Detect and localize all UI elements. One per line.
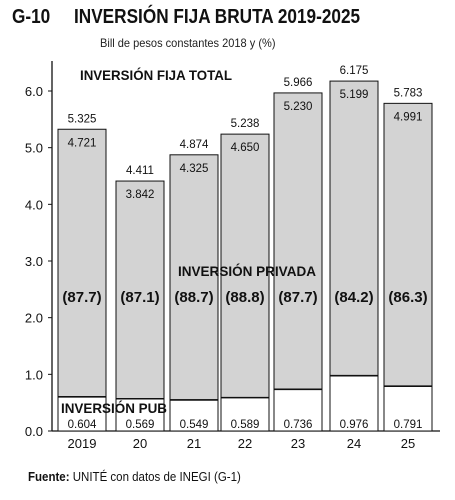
source-label: Fuente: (28, 470, 70, 484)
source-text: UNITÉ con datos de INEGI (G-1) (72, 470, 241, 484)
y-tick-label: 4.0 (25, 197, 43, 212)
total-value-label: 4.874 (180, 139, 209, 151)
private-value-label: 4.721 (68, 137, 97, 149)
x-category-label: 2019 (68, 436, 97, 451)
public-series-label: INVERSIÓN PUB (61, 399, 167, 416)
stacked-bar-chart: 0.0 1.0 2.0 3.0 4.0 5.0 6.0 5.325 4.721 (87.7) 0.6… (25, 61, 440, 451)
y-tick-label: 1.0 (25, 367, 43, 382)
total-value-label: 5.238 (231, 118, 260, 130)
private-share-label: (86.3) (388, 289, 427, 306)
private-series-label: INVERSIÓN PRIVADA (178, 262, 316, 279)
bar-public (115, 398, 165, 432)
total-value-label: 5.783 (394, 87, 423, 99)
bar-private (57, 128, 107, 398)
private-share-label: (87.1) (120, 289, 159, 306)
total-series-label: INVERSIÓN FIJA TOTAL (80, 66, 232, 83)
private-share-label: (87.7) (278, 289, 317, 306)
total-value-label: 5.325 (68, 113, 97, 125)
y-tick-label: 6.0 (25, 84, 43, 99)
bar-private (169, 154, 219, 401)
private-value-label: 4.325 (180, 163, 209, 175)
chart-subtitle: Bill de pesos constantes 2018 y (%) (100, 36, 276, 50)
x-category-label: 21 (187, 436, 201, 451)
private-value-label: 3.842 (126, 189, 155, 201)
total-value-label: 6.175 (340, 65, 369, 77)
x-category-label: 23 (291, 436, 305, 451)
x-category-label: 22 (238, 436, 252, 451)
x-category-label: 25 (401, 436, 415, 451)
bar-public (169, 399, 219, 432)
title-row: G-10 INVERSIÓN FIJA BRUTA 2019-2025 (12, 6, 452, 29)
bar-public (383, 385, 433, 432)
bar-private (329, 80, 379, 377)
y-tick-label: 3.0 (25, 254, 43, 269)
private-share-label: (84.2) (334, 289, 373, 306)
y-tick-label: 5.0 (25, 141, 43, 156)
public-value-label: 0.976 (340, 419, 369, 431)
bar-public (220, 397, 270, 432)
bar-public (329, 375, 379, 432)
bar-public (273, 388, 323, 432)
public-value-label: 0.549 (180, 419, 209, 431)
chart-title: INVERSIÓN FIJA BRUTA 2019-2025 (74, 6, 361, 28)
public-value-label: 0.569 (126, 419, 155, 431)
private-value-label: 4.991 (394, 111, 423, 123)
private-value-label: 5.230 (284, 101, 313, 113)
public-value-label: 0.604 (68, 419, 97, 431)
private-share-label: (88.8) (225, 289, 264, 306)
chart-code: G-10 (12, 6, 51, 28)
source-note: Fuente: UNITÉ con datos de INEGI (G-1) (28, 470, 241, 484)
total-value-label: 4.411 (126, 165, 154, 177)
bar-private (273, 92, 323, 390)
x-category-label: 24 (347, 436, 361, 451)
private-share-label: (87.7) (62, 289, 101, 306)
y-tick-label: 2.0 (25, 311, 43, 326)
x-category-label: 20 (133, 436, 147, 451)
public-value-label: 0.791 (394, 419, 423, 431)
private-share-label: (88.7) (174, 289, 213, 306)
chart-header: G-10 INVERSIÓN FIJA BRUTA 2019-2025 (12, 6, 452, 29)
private-value-label: 5.199 (340, 89, 369, 101)
total-value-label: 5.966 (284, 77, 313, 89)
public-value-label: 0.736 (284, 419, 313, 431)
bar-private (383, 102, 433, 387)
public-value-label: 0.589 (231, 419, 260, 431)
private-value-label: 4.650 (231, 142, 260, 154)
y-tick-label: 0.0 (25, 424, 43, 439)
bar-private (115, 180, 165, 400)
